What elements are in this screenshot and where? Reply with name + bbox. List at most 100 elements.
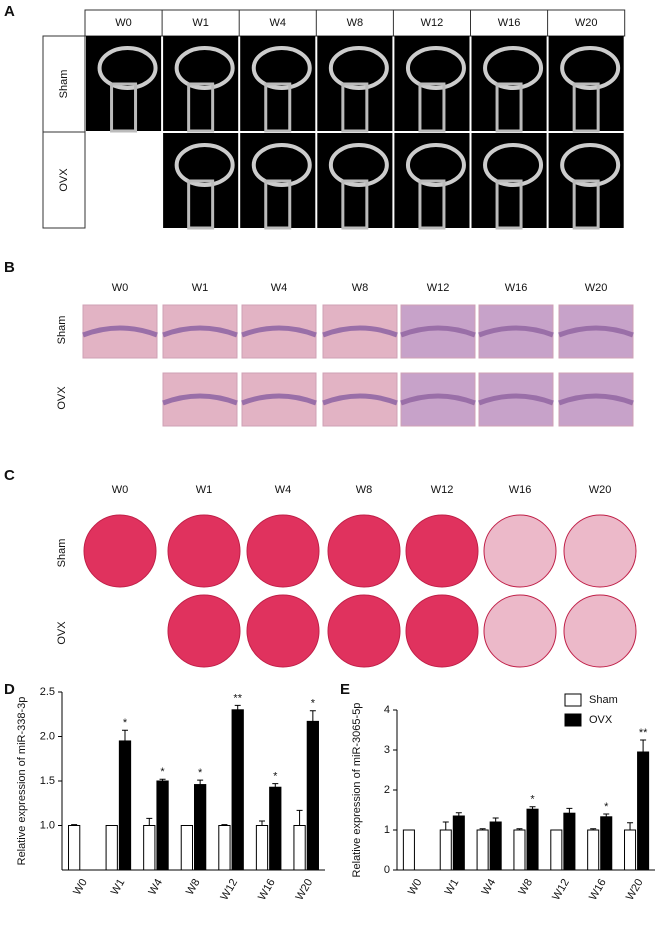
x-tick-label: W1 xyxy=(443,877,462,897)
error-bar xyxy=(529,806,536,810)
stained-well xyxy=(405,594,479,668)
tissue-band xyxy=(241,393,317,406)
significance: * xyxy=(160,766,165,778)
bar xyxy=(476,829,489,871)
column-label: W16 xyxy=(498,17,521,29)
significance: * xyxy=(530,794,535,806)
row-label: OVX xyxy=(56,386,68,410)
column-label: W1 xyxy=(192,17,209,29)
bar xyxy=(306,720,319,871)
error-bar xyxy=(259,820,266,826)
bar xyxy=(269,786,282,871)
tissue-band xyxy=(162,325,238,338)
tissue-band xyxy=(82,325,158,338)
error-bar xyxy=(309,710,316,722)
bone-shaft xyxy=(264,82,292,133)
bar xyxy=(439,829,452,871)
tissue-band xyxy=(241,325,317,338)
error-bar xyxy=(590,828,597,830)
panel-label: D xyxy=(4,681,15,698)
bone-shaft xyxy=(341,82,369,133)
significance: ** xyxy=(639,727,648,739)
bar xyxy=(218,825,231,871)
y-tick-label: 0 xyxy=(384,864,390,876)
stained-well xyxy=(483,514,557,588)
bone-shaft xyxy=(341,179,369,230)
column-label: W20 xyxy=(585,282,608,294)
row-label: OVX xyxy=(58,168,70,192)
error-bar xyxy=(197,779,204,785)
column-label: W0 xyxy=(112,484,129,496)
stained-well xyxy=(327,594,401,668)
bar xyxy=(402,829,415,871)
y-tick-label: 1.5 xyxy=(40,775,55,787)
bone-shaft xyxy=(110,82,138,133)
tissue-band xyxy=(558,325,634,338)
bar xyxy=(255,825,269,871)
column-label: W1 xyxy=(196,484,213,496)
y-tick-label: 4 xyxy=(384,704,390,716)
significance: ** xyxy=(233,692,242,704)
column-label: W12 xyxy=(431,484,454,496)
tissue-band xyxy=(400,325,476,338)
column-label: W0 xyxy=(112,282,129,294)
bone-head xyxy=(560,46,621,90)
x-tick-label: W12 xyxy=(218,877,240,903)
column-label: W4 xyxy=(270,17,287,29)
bar xyxy=(156,780,169,871)
bone-head xyxy=(560,143,621,187)
x-tick-label: W16 xyxy=(587,877,609,903)
x-tick-label: W20 xyxy=(624,877,646,903)
error-bar xyxy=(159,778,166,781)
tissue-band xyxy=(162,393,238,406)
column-label: W20 xyxy=(589,484,612,496)
error-bar xyxy=(442,821,449,830)
bar xyxy=(105,825,118,871)
stained-well xyxy=(483,594,557,668)
y-axis-label: Relative expression of miR-3065-5p xyxy=(351,703,363,878)
stained-well xyxy=(167,594,241,668)
error-bar xyxy=(146,817,153,826)
bar xyxy=(513,829,526,871)
stained-well xyxy=(405,514,479,588)
bar xyxy=(526,808,539,871)
stained-well xyxy=(246,594,320,668)
bone-head xyxy=(405,46,466,90)
bone-head xyxy=(483,143,544,187)
column-label: W1 xyxy=(192,282,209,294)
stained-well xyxy=(563,514,637,588)
x-tick-label: W4 xyxy=(146,877,165,897)
panel-label: A xyxy=(4,3,15,20)
error-bar xyxy=(479,828,486,830)
error-bar xyxy=(640,739,647,752)
bar xyxy=(194,784,207,871)
bar xyxy=(600,816,613,871)
error-bar xyxy=(71,824,78,826)
error-bar xyxy=(455,812,462,816)
stained-well xyxy=(563,594,637,668)
legend-label: Sham xyxy=(589,694,618,706)
error-bar xyxy=(516,828,523,830)
bar xyxy=(563,812,576,871)
x-tick-label: W0 xyxy=(71,877,90,897)
significance: * xyxy=(273,771,278,783)
y-tick-label: 2.0 xyxy=(40,730,55,742)
column-label: W8 xyxy=(347,17,364,29)
legend-swatch xyxy=(564,713,582,727)
bar xyxy=(452,815,465,871)
bone-head xyxy=(174,143,235,187)
bone-shaft xyxy=(264,179,292,230)
error-bar xyxy=(121,729,128,741)
error-bar xyxy=(221,824,228,826)
legend-label: OVX xyxy=(589,714,613,726)
panel-label: C xyxy=(4,467,15,484)
bar xyxy=(624,829,637,871)
significance: * xyxy=(604,801,609,813)
bar xyxy=(118,740,132,871)
stained-well xyxy=(83,514,157,588)
column-label: W20 xyxy=(575,17,598,29)
bone-head xyxy=(328,46,389,90)
error-bar xyxy=(492,817,499,822)
column-label: W12 xyxy=(421,17,444,29)
